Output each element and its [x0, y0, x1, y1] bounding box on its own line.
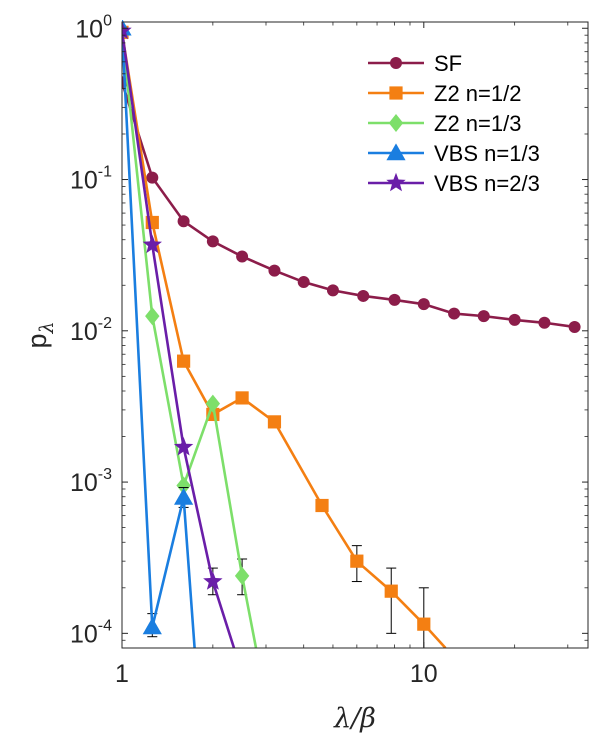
- data-point: [203, 571, 223, 590]
- y-tick-label: 100: [75, 12, 112, 43]
- data-point: [177, 215, 190, 228]
- data-point: [176, 476, 191, 495]
- x-tick-label: 10: [410, 660, 438, 688]
- legend-marker: [386, 172, 406, 192]
- x-tick-label: 1: [115, 660, 129, 688]
- legend-label: VBS n=1/3: [434, 141, 540, 166]
- legend-entry: SF: [368, 51, 462, 76]
- legend-marker: [389, 86, 403, 100]
- series-line: [122, 81, 575, 329]
- axes: [121, 21, 589, 649]
- data-point: [357, 289, 370, 302]
- data-point: [145, 307, 160, 326]
- legend-marker: [388, 114, 404, 132]
- data-point: [205, 394, 221, 413]
- data-point: [326, 284, 339, 297]
- axis-labels: λ/β pλ: [22, 321, 376, 734]
- y-tick-exponent: -2: [98, 315, 112, 332]
- y-tick-exponent: -1: [98, 164, 112, 181]
- data-point: [538, 316, 551, 329]
- y-tick-label: 10-3: [70, 466, 112, 497]
- data-point: [142, 234, 162, 254]
- y-tick-base: 10: [70, 469, 98, 497]
- legend-label: VBS n=2/3: [434, 171, 540, 196]
- series-2: [122, 22, 258, 648]
- data-point: [174, 487, 194, 505]
- data-point: [448, 307, 461, 320]
- legend: SF Z2 n=1/2 Z2 n=1/3 VBS n=1/3 VBS n=2/3: [368, 51, 540, 196]
- data-point: [122, 20, 132, 40]
- data-point: [142, 617, 162, 635]
- series-0: [122, 76, 581, 333]
- data-point: [388, 293, 401, 306]
- y-tick-base: 10: [70, 620, 98, 648]
- y-tick-exponent: 0: [103, 12, 112, 29]
- y-axis-label-sub: λ: [36, 321, 58, 334]
- y-tick-label: 10-2: [70, 315, 112, 346]
- data-point: [508, 313, 521, 326]
- series-line: [122, 31, 258, 648]
- legend-marker: [390, 57, 402, 69]
- data-point: [236, 250, 249, 263]
- legend-label: SF: [434, 51, 462, 76]
- legend-entry: VBS n=2/3: [368, 171, 540, 196]
- data-point: [477, 310, 490, 323]
- y-axis-label-main: p: [22, 334, 52, 349]
- data-point: [384, 584, 398, 598]
- data-point: [297, 276, 310, 289]
- data-point: [568, 320, 581, 333]
- error-bar: [386, 567, 397, 634]
- legend-entry: Z2 n=1/3: [368, 111, 521, 136]
- data-point: [268, 264, 281, 277]
- series-3: [122, 20, 196, 648]
- series-4: [122, 20, 236, 648]
- x-axis-label: λ/β: [333, 703, 376, 734]
- y-tick-label: 10-1: [70, 164, 112, 195]
- legend-label: Z2 n=1/2: [434, 81, 521, 106]
- data-point: [235, 391, 249, 405]
- data-point: [146, 171, 159, 184]
- y-axis-label: pλ: [22, 321, 58, 348]
- data-point: [173, 437, 194, 456]
- plot-area: [122, 22, 588, 648]
- data-point: [417, 617, 431, 631]
- data-point: [206, 235, 219, 248]
- legend-entry: VBS n=1/3: [368, 141, 540, 166]
- data-point: [315, 498, 329, 513]
- plot-frame: [121, 21, 589, 649]
- y-tick-base: 10: [70, 318, 98, 346]
- y-tick-exponent: -4: [98, 617, 112, 634]
- y-tick-label: 10-4: [70, 617, 112, 648]
- data-point: [267, 415, 282, 429]
- y-tick-base: 10: [70, 167, 98, 195]
- y-tick-exponent: -3: [98, 466, 112, 483]
- series-line: [122, 28, 196, 648]
- y-tick-base: 10: [75, 15, 103, 43]
- legend-label: Z2 n=1/3: [434, 111, 521, 136]
- data-point: [177, 354, 191, 368]
- data-point: [350, 554, 364, 568]
- legend-marker: [386, 143, 406, 161]
- data-point: [417, 298, 430, 311]
- legend-entry: Z2 n=1/2: [368, 81, 521, 106]
- data-point: [234, 566, 250, 585]
- series-layer: [122, 20, 581, 648]
